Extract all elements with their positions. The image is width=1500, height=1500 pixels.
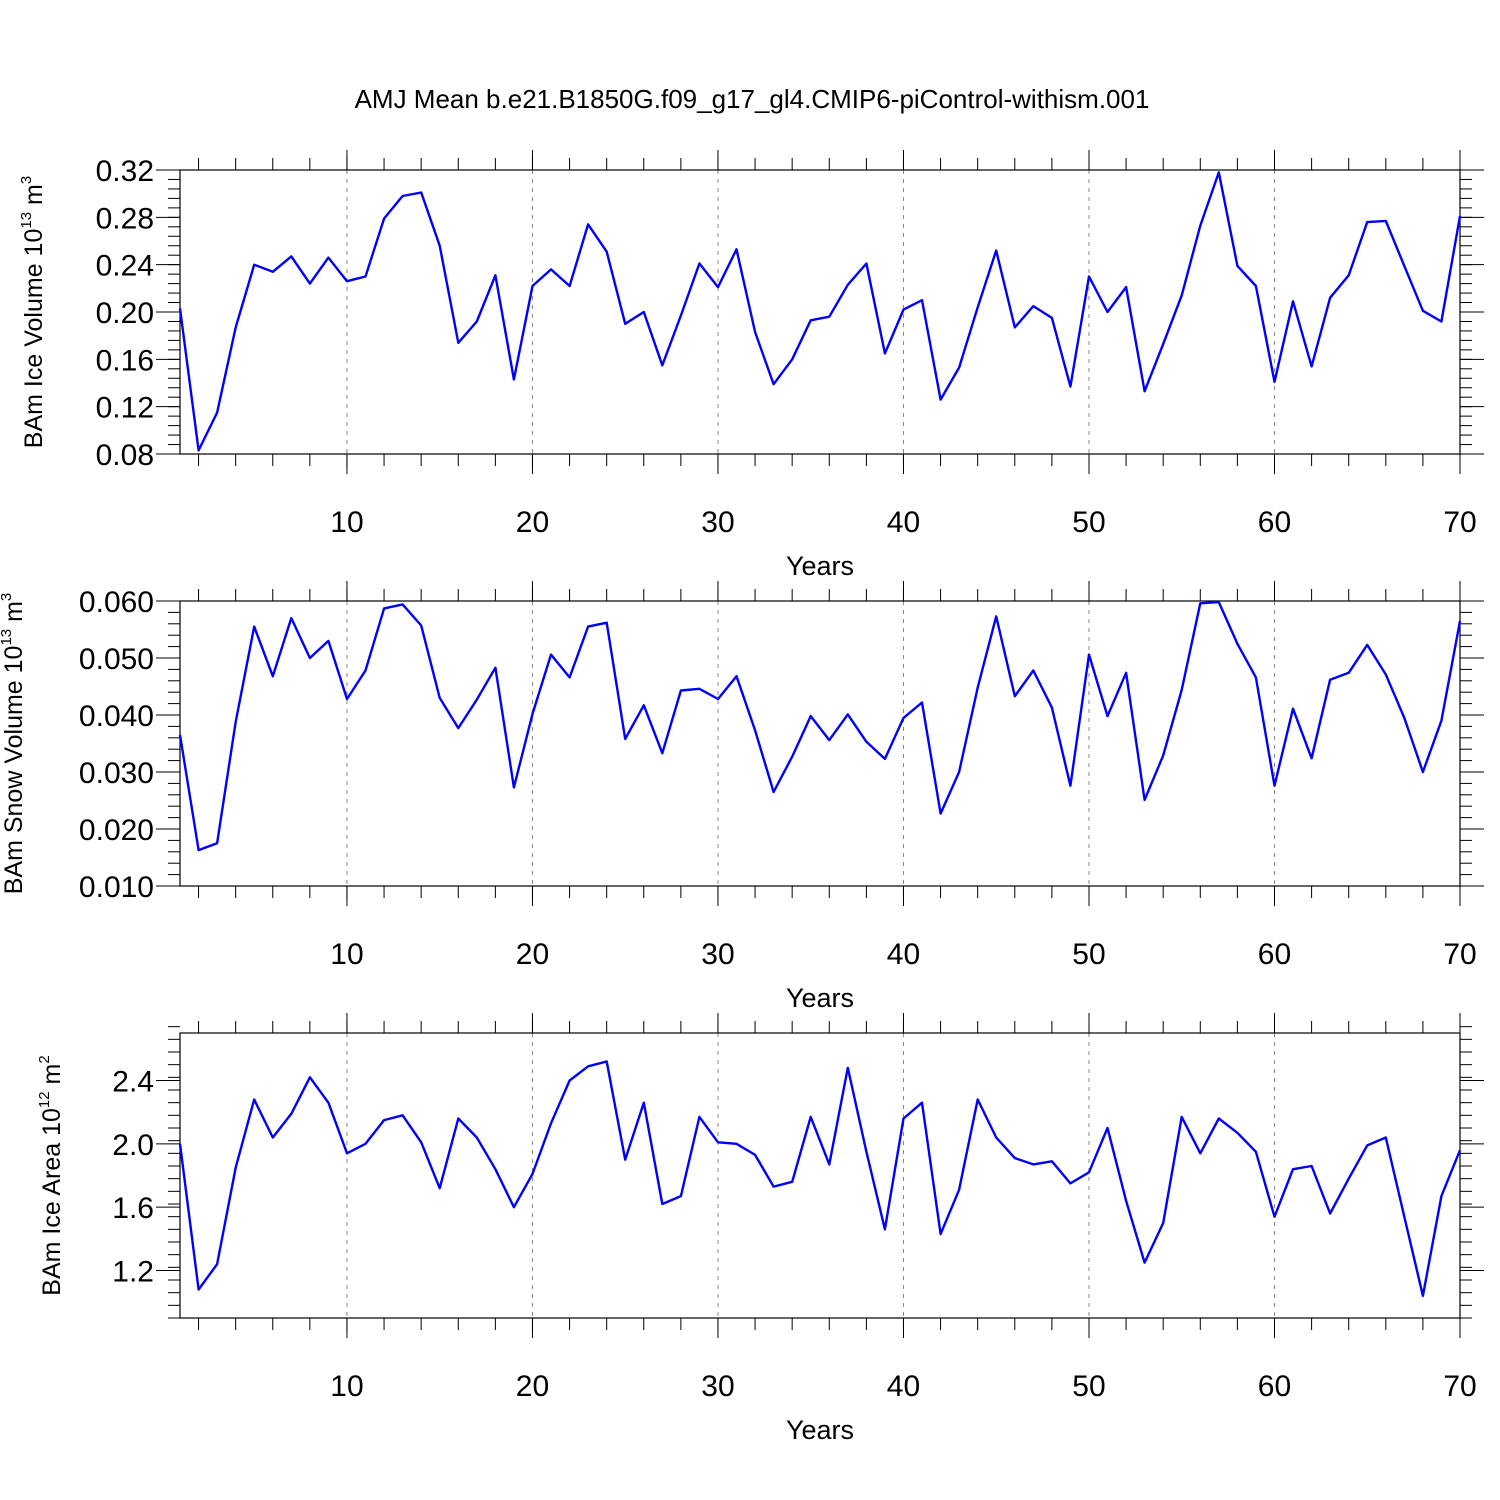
x-axis-label: Years: [786, 551, 854, 581]
x-tick-label: 10: [330, 1370, 363, 1403]
x-tick-label: 60: [1258, 1370, 1291, 1403]
x-tick-label: 70: [1443, 1370, 1476, 1403]
y-tick-label: 0.24: [96, 250, 154, 283]
x-axis-label: Years: [786, 1415, 854, 1445]
y-tick-label: 0.030: [79, 757, 154, 790]
y-axis-label: BAm Ice Volume 1013 m3: [18, 176, 48, 448]
series-line: [178, 171, 1462, 452]
y-axis-label-unit-exponent: 3: [18, 176, 35, 184]
y-tick-label: 1.2: [112, 1256, 154, 1289]
y-tick-label: 0.050: [79, 643, 154, 676]
y-tick-label: 0.28: [96, 202, 154, 235]
y-axis-label-exponent: 13: [0, 629, 15, 646]
x-tick-label: 20: [516, 506, 549, 539]
tick-marks: [156, 1013, 1484, 1338]
panels: 10 20 30 40 50 60 70 0.08 0.12 0.16 0.20 0.24 0.28 0.…: [0, 150, 1484, 1445]
x-axis-label: Years: [786, 983, 854, 1013]
y-tick-label: 0.060: [79, 586, 154, 619]
y-tick-label: 0.12: [96, 392, 154, 425]
x-tick-label: 60: [1258, 506, 1291, 539]
x-tick-label: 50: [1072, 938, 1105, 971]
y-tick-label: 2.4: [112, 1066, 154, 1099]
y-axis-label-unit: m: [38, 1064, 66, 1092]
x-tick-label: 50: [1072, 506, 1105, 539]
x-tick-label: 70: [1443, 938, 1476, 971]
y-axis-label: BAm Ice Area 1012 m2: [36, 1055, 66, 1295]
x-tick-label: 40: [887, 938, 920, 971]
y-tick-label: 0.020: [79, 814, 154, 847]
y-tick-label: 0.08: [96, 439, 154, 472]
snow-volume-panel: 10 20 30 40 50 60 70 0.010 0.020 0.030 0.040 0.050 0…: [0, 581, 1484, 1013]
y-axis-label-unit: m: [0, 601, 28, 629]
x-tick-label: 20: [516, 1370, 549, 1403]
x-tick-label: 30: [701, 938, 734, 971]
chart-title: AMJ Mean b.e21.B1850G.f09_g17_gl4.CMIP6-…: [355, 84, 1150, 114]
tick-marks: [156, 581, 1484, 906]
plot-frame: [179, 169, 1461, 455]
x-tick-label: 40: [887, 506, 920, 539]
x-tick-label: 10: [330, 506, 363, 539]
x-tick-label: 60: [1258, 938, 1291, 971]
x-tick-label: 70: [1443, 506, 1476, 539]
y-axis-label-main: BAm Ice Volume 10: [20, 229, 48, 449]
x-tick-label: 50: [1072, 1370, 1105, 1403]
x-tick-label: 10: [330, 938, 363, 971]
y-tick-label: 0.20: [96, 297, 154, 330]
y-tick-label: 0.16: [96, 344, 154, 377]
plot-frame: [179, 600, 1461, 887]
tick-marks: [156, 150, 1484, 474]
y-axis-label-unit: m: [20, 184, 48, 212]
y-tick-label: 1.6: [112, 1192, 154, 1225]
ice-volume-panel: 10 20 30 40 50 60 70 0.08 0.12 0.16 0.20 0.24 0.28 0.…: [18, 150, 1484, 581]
x-tick-label: 30: [701, 506, 734, 539]
y-tick-label: 0.040: [79, 700, 154, 733]
x-tick-label: 40: [887, 1370, 920, 1403]
ice-area-panel: 10 20 30 40 50 60 70 1.2 1.6 2.0 2.4 Years BAm Ice A…: [36, 1013, 1484, 1445]
y-axis-label-main: BAm Snow Volume 10: [0, 646, 28, 895]
y-axis-label-main: BAm Ice Area 10: [38, 1108, 66, 1296]
y-tick-label: 2.0: [112, 1129, 154, 1162]
x-tick-label: 20: [516, 938, 549, 971]
y-axis-label-unit-exponent: 2: [36, 1055, 53, 1063]
series-line: [178, 1060, 1462, 1298]
series-line: [178, 600, 1462, 852]
y-tick-label: 0.32: [96, 155, 154, 188]
y-tick-label: 0.010: [79, 871, 154, 904]
plot-frame: [179, 1032, 1461, 1319]
y-axis-label-exponent: 12: [36, 1091, 53, 1108]
y-axis-label: BAm Snow Volume 1013 m3: [0, 593, 28, 895]
y-axis-label-exponent: 13: [18, 212, 35, 229]
x-tick-label: 30: [701, 1370, 734, 1403]
y-axis-label-unit-exponent: 3: [0, 593, 15, 601]
